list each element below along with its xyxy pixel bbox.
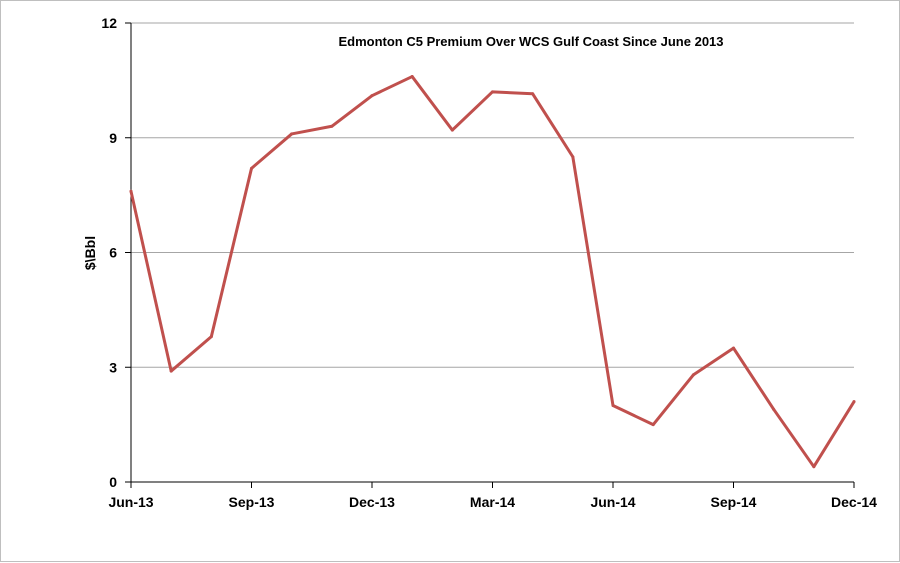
x-tick-label: Sep-13 xyxy=(229,494,275,510)
data-point xyxy=(571,155,575,159)
data-point xyxy=(732,346,735,350)
data-point xyxy=(250,166,253,170)
y-tick-label: 9 xyxy=(109,130,117,146)
x-tick-label: Dec-13 xyxy=(349,494,395,510)
data-point xyxy=(611,404,615,407)
x-tick-label: Jun-14 xyxy=(590,494,635,510)
data-point xyxy=(450,128,454,132)
data-point xyxy=(330,124,334,128)
data-point xyxy=(290,132,294,136)
y-tick-label: 3 xyxy=(109,359,117,375)
y-tick-label: 12 xyxy=(101,15,117,31)
y-tick-label: 6 xyxy=(109,245,117,261)
series-layer xyxy=(129,75,856,469)
data-point xyxy=(129,189,133,193)
gridlines xyxy=(131,22,854,368)
data-point xyxy=(531,92,535,96)
tick-labels: 0 3 6 9 12 Jun-13 Sep-13 Dec-13 Mar-14 Jun-14 Sep-… xyxy=(101,15,877,510)
x-tick-label: Mar-14 xyxy=(470,494,515,510)
axes xyxy=(125,22,855,488)
data-point xyxy=(852,400,856,404)
series-line xyxy=(129,75,856,469)
x-tick-label: Dec-14 xyxy=(831,494,877,510)
data-point xyxy=(209,335,213,339)
y-tick-label: 0 xyxy=(109,474,117,490)
data-point xyxy=(772,407,776,411)
x-tick-label: Sep-14 xyxy=(711,494,757,510)
data-point xyxy=(370,94,374,98)
data-point xyxy=(651,423,655,427)
data-point xyxy=(410,75,414,79)
data-point xyxy=(691,373,695,377)
x-tick-label: Jun-13 xyxy=(108,494,153,510)
data-point xyxy=(812,465,816,469)
data-point xyxy=(169,369,173,373)
y-axis-title: $\Bbl xyxy=(82,236,98,270)
data-point xyxy=(491,90,494,94)
chart-title: Edmonton C5 Premium Over WCS Gulf Coast … xyxy=(338,34,723,49)
